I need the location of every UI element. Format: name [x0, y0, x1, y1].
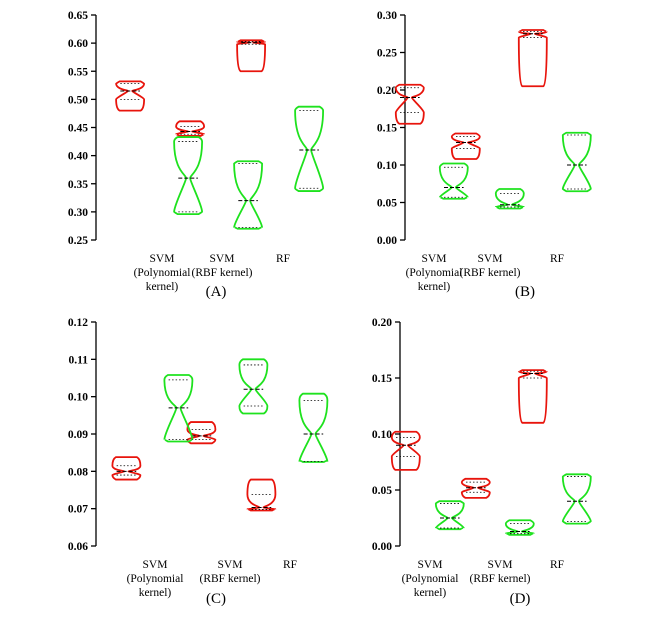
violin-shape — [236, 39, 267, 73]
y-tick-label: 0.65 — [68, 10, 88, 22]
y-tick-label: 0.12 — [68, 317, 88, 329]
violin-shape — [298, 392, 329, 463]
x-category-label-line: kernel) — [146, 281, 179, 293]
y-tick-label: 0.30 — [377, 10, 397, 22]
violin-shape — [163, 374, 194, 443]
x-category-label: RF — [550, 253, 564, 265]
x-category-label: SVM (RBF kernel) — [459, 253, 520, 279]
panel-d: 0.00 0.05 0.10 0.15 0.20 SVM (Polynomial kernel… — [372, 317, 592, 607]
x-category-label-line: SVM — [488, 559, 513, 571]
violin-shape — [173, 136, 204, 216]
panel-label: (C) — [206, 591, 226, 607]
y-tick-label: 0.50 — [68, 94, 88, 106]
x-category-label: RF — [283, 559, 297, 571]
y-tick-label: 0.05 — [377, 198, 397, 210]
violin-shape — [460, 477, 491, 499]
x-category-label-line: (RBF kernel) — [199, 573, 260, 585]
violin-shape — [561, 131, 592, 193]
y-tick-label: 0.15 — [372, 373, 392, 385]
x-category-label: SVM (RBF kernel) — [469, 559, 530, 585]
x-category-label-line: SVM — [143, 559, 168, 571]
violin-shape — [517, 29, 548, 88]
y-tick-label: 0.35 — [68, 179, 88, 191]
violin-shape — [434, 500, 465, 531]
violin-shape — [246, 478, 277, 512]
x-category-label: SVM (Polynomial kernel) — [127, 559, 184, 599]
violin-shape — [561, 473, 592, 525]
x-category-label-line: kernel) — [139, 587, 172, 599]
y-tick-label: 0.05 — [372, 485, 392, 497]
violin-shape — [175, 120, 206, 137]
violin-shape — [294, 105, 325, 192]
x-category-label: SVM (Polynomial kernel) — [134, 253, 191, 293]
y-tick-label: 0.60 — [68, 38, 88, 50]
x-category-label: SVM (Polynomial kernel) — [406, 253, 463, 293]
x-category-label-line: SVM — [210, 253, 235, 265]
y-tick-label: 0.07 — [68, 504, 88, 516]
x-category-label-line: (Polynomial — [406, 267, 463, 279]
x-category-label-line: (RBF kernel) — [191, 267, 252, 279]
x-category-label-line: kernel) — [414, 587, 447, 599]
y-tick-label: 0.40 — [68, 151, 88, 163]
y-tick-label: 0.30 — [68, 207, 88, 219]
panel-b: 0.00 0.05 0.10 0.15 0.20 0.25 0.30 SVM (Polynomi… — [377, 10, 592, 300]
y-tick-label: 0.10 — [377, 160, 397, 172]
x-category-label: RF — [276, 253, 290, 265]
y-tick-label: 0.09 — [68, 429, 88, 441]
x-category-label: RF — [550, 559, 564, 571]
x-category-label: SVM (Polynomial kernel) — [402, 559, 459, 599]
panel-label: (B) — [515, 284, 535, 300]
violin-shape — [238, 358, 269, 415]
y-tick-label: 0.20 — [372, 317, 392, 329]
x-category-label-line: SVM — [150, 253, 175, 265]
y-tick-label: 0.25 — [377, 48, 397, 60]
x-category-label: SVM (RBF kernel) — [199, 559, 260, 585]
x-category-label: SVM (RBF kernel) — [191, 253, 252, 279]
x-category-label-line: kernel) — [418, 281, 451, 293]
x-category-label-line: RF — [276, 253, 290, 265]
violin-shape — [438, 162, 469, 200]
panel-a: 0.25 0.30 0.35 0.40 0.45 0.50 0.55 0.60 0.65 SVM (… — [68, 10, 325, 300]
x-category-label-line: SVM — [218, 559, 243, 571]
x-category-label-line: (RBF kernel) — [459, 267, 520, 279]
y-tick-label: 0.45 — [68, 123, 88, 135]
x-category-label-line: RF — [550, 559, 564, 571]
y-tick-label: 0.00 — [372, 541, 392, 553]
x-category-label-line: (Polynomial — [402, 573, 459, 585]
violin-shape — [111, 456, 142, 481]
violin-shape — [494, 188, 525, 210]
panel-label: (D) — [510, 591, 531, 607]
violin-shape — [115, 80, 146, 112]
x-category-label-line: (Polynomial — [127, 573, 184, 585]
panel-label: (A) — [206, 284, 227, 300]
y-tick-label: 0.55 — [68, 66, 88, 78]
x-category-label-line: RF — [283, 559, 297, 571]
y-tick-label: 0.11 — [69, 354, 89, 366]
y-tick-label: 0.00 — [377, 235, 397, 247]
x-category-label-line: SVM — [418, 559, 443, 571]
violin-shape — [517, 369, 548, 424]
y-tick-label: 0.10 — [68, 392, 88, 404]
y-tick-label: 0.08 — [68, 466, 88, 478]
x-category-label-line: SVM — [422, 253, 447, 265]
violin-shape — [390, 430, 421, 471]
x-category-label-line: SVM — [478, 253, 503, 265]
y-tick-label: 0.06 — [68, 541, 88, 553]
y-tick-label: 0.10 — [372, 429, 392, 441]
y-tick-label: 0.20 — [377, 85, 397, 97]
panel-c: 0.06 0.07 0.08 0.09 0.10 0.11 0.12 SVM (Polynomi… — [68, 317, 329, 607]
violin-shape — [450, 132, 481, 160]
violin-shape — [504, 519, 535, 536]
x-category-label-line: (RBF kernel) — [469, 573, 530, 585]
y-tick-label: 0.15 — [377, 123, 397, 135]
x-category-label-line: RF — [550, 253, 564, 265]
x-category-label-line: (Polynomial — [134, 267, 191, 279]
y-tick-label: 0.25 — [68, 235, 88, 247]
violin-shape — [394, 83, 425, 125]
violin-shape — [233, 160, 264, 230]
